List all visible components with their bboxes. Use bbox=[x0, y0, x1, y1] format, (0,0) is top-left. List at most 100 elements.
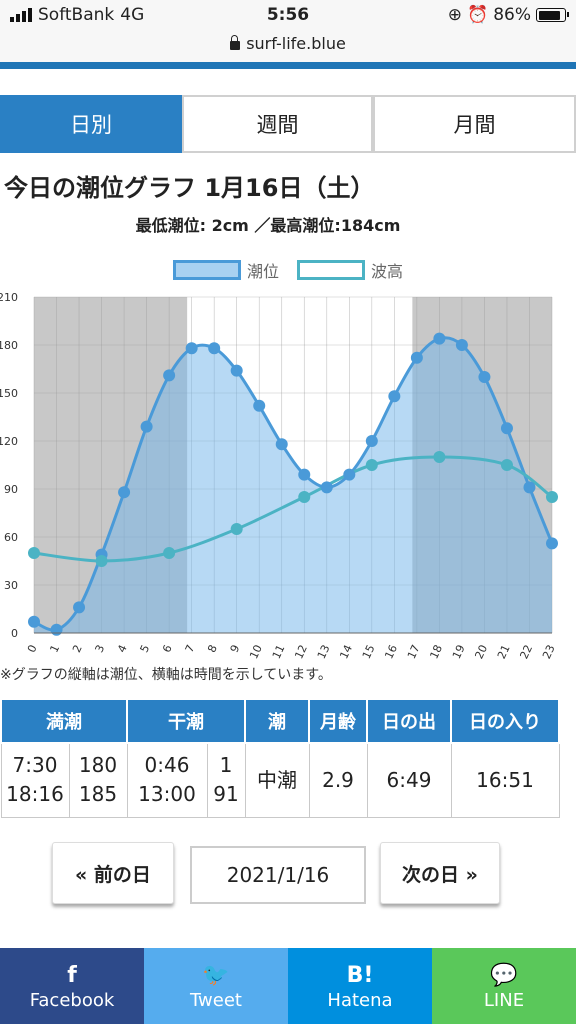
x-tick-label: 11 bbox=[270, 643, 288, 660]
x-tick-label: 2 bbox=[70, 643, 85, 655]
legend-item-tide[interactable]: 潮位 bbox=[172, 258, 279, 282]
tide-point bbox=[185, 342, 198, 355]
chart-legend: 潮位 波高 bbox=[0, 258, 576, 282]
battery-fill bbox=[538, 10, 560, 20]
tide-point bbox=[433, 332, 446, 345]
tide-point bbox=[298, 468, 311, 481]
status-bar: SoftBank 4G 5:56 ⊕ ⏰ 86% bbox=[0, 0, 576, 32]
facebook-label: Facebook bbox=[29, 989, 115, 1011]
status-left: SoftBank 4G bbox=[10, 5, 144, 25]
tab-weekly[interactable]: 週間 bbox=[182, 95, 373, 153]
x-tick-label: 4 bbox=[115, 643, 130, 655]
moon-age: 2.9 bbox=[308, 742, 368, 818]
high-time-1: 7:30 bbox=[12, 753, 58, 778]
header-low-tide: 干潮 bbox=[126, 698, 246, 744]
y-tick-label: 120 bbox=[0, 435, 18, 448]
period-tabs: 日別 週間 月間 bbox=[0, 95, 576, 153]
wave-point bbox=[298, 491, 311, 503]
y-tick-label: 210 bbox=[0, 291, 18, 304]
legend-swatch-tide bbox=[172, 260, 241, 280]
tide-point bbox=[500, 422, 513, 435]
x-tick-label: 0 bbox=[25, 643, 40, 655]
wave-point bbox=[365, 459, 378, 471]
url-bar[interactable]: surf-life.blue bbox=[0, 32, 576, 62]
x-tick-label: 17 bbox=[405, 643, 423, 660]
wave-point bbox=[500, 459, 513, 471]
low-tide-times: 0:46 13:00 bbox=[126, 742, 208, 818]
tide-point bbox=[208, 342, 221, 355]
lock-icon bbox=[230, 35, 241, 50]
y-tick-label: 150 bbox=[0, 387, 18, 400]
low-time-1: 0:46 bbox=[144, 753, 190, 778]
wave-point bbox=[546, 491, 558, 503]
tab-daily[interactable]: 日別 bbox=[0, 95, 182, 153]
tide-point bbox=[230, 364, 243, 377]
x-tick-label: 23 bbox=[540, 643, 558, 660]
tide-point bbox=[163, 369, 176, 382]
rotation-lock-icon: ⊕ bbox=[447, 5, 463, 25]
sunrise-time: 6:49 bbox=[366, 742, 452, 818]
hatena-label: Hatena bbox=[327, 989, 393, 1011]
header-sunrise: 日の出 bbox=[366, 698, 452, 744]
facebook-icon: f bbox=[67, 962, 77, 988]
x-tick-label: 15 bbox=[360, 643, 378, 660]
signal-icon bbox=[10, 8, 32, 22]
low-time-2: 13:00 bbox=[138, 782, 196, 807]
line-icon: 💬 bbox=[490, 962, 518, 988]
facebook-share-button[interactable]: f Facebook bbox=[0, 948, 144, 1024]
legend-label-wave: 波高 bbox=[371, 262, 404, 281]
carrier-label: SoftBank bbox=[38, 5, 115, 25]
y-tick-label: 90 bbox=[4, 483, 18, 496]
y-tick-label: 0 bbox=[11, 627, 18, 640]
x-tick-label: 21 bbox=[495, 643, 513, 660]
high-tide-times: 7:30 18:16 bbox=[0, 742, 70, 818]
twitter-share-button[interactable]: 🐦 Tweet bbox=[144, 948, 288, 1024]
page-title: 今日の潮位グラフ 1月16日（土） bbox=[4, 174, 375, 202]
x-tick-label: 8 bbox=[205, 643, 220, 655]
high-tide-levels: 180 185 bbox=[68, 742, 128, 818]
tide-point bbox=[28, 615, 40, 628]
high-level-2: 185 bbox=[78, 782, 118, 807]
wave-point bbox=[163, 547, 176, 559]
tide-point bbox=[365, 435, 378, 447]
legend-label-tide: 潮位 bbox=[246, 262, 279, 281]
tide-point bbox=[410, 351, 423, 364]
date-display[interactable]: 2021/1/16 bbox=[190, 846, 366, 904]
legend-item-wave[interactable]: 波高 bbox=[297, 258, 403, 282]
x-tick-label: 18 bbox=[427, 643, 445, 660]
status-right: ⊕ ⏰ 86% bbox=[447, 5, 569, 25]
low-level-2: 91 bbox=[213, 782, 239, 807]
next-day-button[interactable]: 次の日 » bbox=[380, 842, 500, 904]
tide-area bbox=[34, 337, 552, 633]
x-tick-label: 12 bbox=[292, 643, 310, 660]
share-bar: f Facebook 🐦 Tweet B! Hatena 💬 LINE bbox=[0, 948, 576, 1024]
network-label: 4G bbox=[120, 5, 145, 25]
wave-point bbox=[28, 547, 40, 559]
hatena-share-button[interactable]: B! Hatena bbox=[288, 948, 432, 1024]
tide-point bbox=[140, 420, 153, 433]
battery-icon bbox=[536, 8, 569, 22]
x-tick-label: 16 bbox=[382, 643, 400, 660]
tide-point bbox=[320, 481, 333, 494]
alarm-icon: ⏰ bbox=[467, 5, 489, 25]
tab-monthly[interactable]: 月間 bbox=[373, 95, 576, 153]
line-share-button[interactable]: 💬 LINE bbox=[432, 948, 576, 1024]
tide-point bbox=[523, 481, 536, 494]
low-level-1: 1 bbox=[219, 753, 233, 778]
y-tick-label: 30 bbox=[4, 579, 18, 592]
x-tick-label: 6 bbox=[160, 643, 175, 655]
header-tide: 潮 bbox=[244, 698, 310, 744]
prev-day-button[interactable]: « 前の日 bbox=[52, 842, 174, 904]
x-tick-label: 13 bbox=[315, 643, 333, 660]
tide-point bbox=[275, 438, 288, 451]
high-level-1: 180 bbox=[78, 753, 118, 778]
tide-point bbox=[455, 339, 468, 351]
date-pager: « 前の日 2021/1/16 次の日 » bbox=[0, 842, 576, 906]
twitter-bird-icon: 🐦 bbox=[202, 962, 230, 988]
header-high-tide: 満潮 bbox=[0, 698, 128, 744]
chart-note: ※グラフの縦軸は潮位、横軸は時間を示しています。 bbox=[0, 667, 332, 683]
legend-swatch-wave bbox=[297, 260, 365, 280]
status-time: 5:56 bbox=[266, 5, 310, 25]
table-row: 7:30 18:16 180 185 0:46 13:00 1 91 中潮 2.9 6:… bbox=[0, 742, 560, 818]
low-tide-levels: 1 91 bbox=[206, 742, 246, 818]
